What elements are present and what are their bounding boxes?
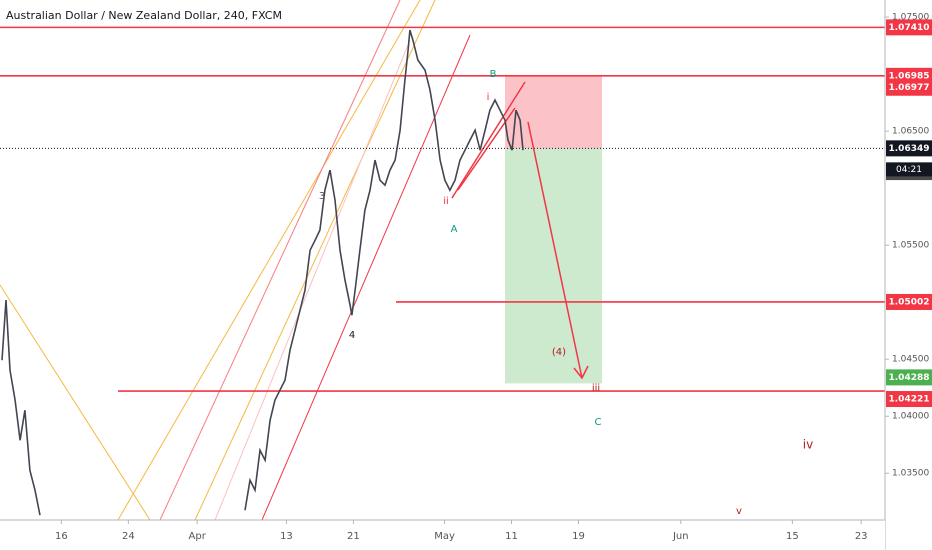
x-tick-label: 23 (855, 531, 868, 542)
y-tick-label: 1.03500 (892, 469, 929, 479)
x-tick-label: 11 (505, 531, 518, 542)
price-label-box (886, 79, 932, 96)
y-tick-label: 1.06500 (892, 127, 929, 137)
trend-line (194, 0, 436, 521)
x-tick-label: 16 (55, 531, 68, 542)
price-label: 1.04288 (889, 373, 930, 383)
trend-line (261, 34, 471, 521)
x-tick-label: Jun (672, 531, 689, 542)
wave-label: 3 (319, 191, 325, 202)
trend-line (159, 0, 401, 521)
wave-label: v (736, 506, 742, 517)
wave-label: i (487, 92, 490, 103)
price-label-box (886, 293, 932, 310)
x-tick-label: 21 (347, 531, 360, 542)
countdown-box (886, 162, 932, 177)
wave-label: 4 (349, 330, 355, 341)
x-tick-label: Apr (189, 531, 207, 542)
wave-label: iv (803, 438, 813, 452)
price-label: 1.06985 (889, 71, 930, 81)
y-tick-label: 1.07500 (892, 13, 929, 23)
wave-label: B (490, 69, 497, 80)
price-label: 1.04221 (889, 395, 930, 405)
price-label-box (886, 391, 932, 408)
y-tick-label: 1.04500 (892, 355, 929, 365)
wave-label: iii (592, 383, 600, 394)
time-axis (0, 520, 885, 550)
price-label: 1.05002 (889, 297, 930, 307)
plot-area (0, 0, 885, 521)
trend-line (0, 284, 151, 521)
y-tick-label: 1.05500 (892, 241, 929, 251)
wave-label: ii (443, 196, 449, 207)
price-label-box (886, 140, 932, 157)
y-tick-label: 1.04000 (892, 412, 929, 422)
stop-zone (505, 75, 602, 149)
price-label: 1.06977 (889, 83, 930, 93)
wave-label: A (451, 224, 458, 235)
x-tick-label: 15 (786, 531, 799, 542)
arrow-head (573, 365, 589, 380)
wave-label: (4) (552, 347, 566, 358)
price-label: 1.07410 (889, 23, 930, 33)
wedge-line (451, 81, 526, 199)
x-tick-label: 24 (122, 531, 135, 542)
price-label-box (886, 19, 932, 36)
wave-label: C (595, 417, 602, 428)
x-tick-label: 13 (280, 531, 293, 542)
chart-title: Australian Dollar / New Zealand Dollar, … (6, 9, 282, 22)
projection-arrow (527, 121, 583, 379)
price-label-box (886, 369, 932, 386)
countdown: 04:21 (896, 165, 922, 175)
price-label: 1.06349 (889, 144, 930, 154)
trend-line (214, 39, 411, 521)
target-zone (505, 148, 602, 384)
price-line-series (1, 29, 524, 516)
x-tick-label: 19 (572, 531, 585, 542)
x-tick-label: May (434, 531, 455, 542)
trend-line (117, 0, 421, 521)
